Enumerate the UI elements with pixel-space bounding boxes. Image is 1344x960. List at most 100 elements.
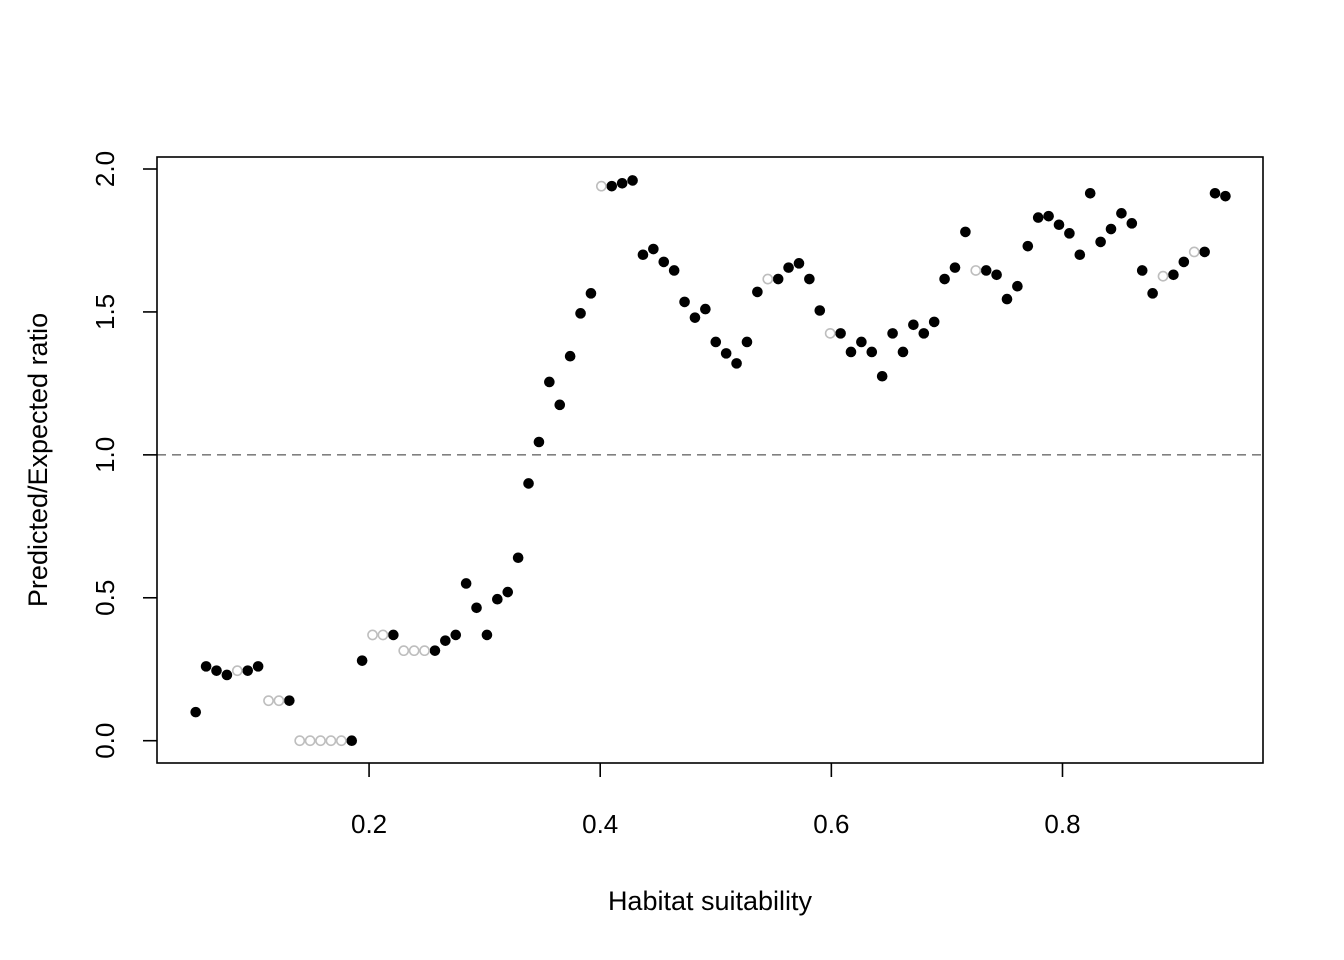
data-point-filled (429, 645, 441, 656)
data-point-open (1157, 270, 1169, 282)
data-point-filled (804, 273, 815, 285)
data-point-filled (700, 303, 711, 315)
data-point-open (419, 645, 430, 657)
data-point-filled (1199, 246, 1210, 258)
data-point-open (762, 273, 774, 285)
x-tick-label: 0.6 (813, 809, 849, 839)
plot-frame (156, 156, 1264, 764)
data-point-filled (190, 706, 202, 718)
data-point-filled (658, 256, 670, 268)
data-point-filled (897, 346, 909, 358)
data-point-filled (1136, 265, 1148, 276)
y-axis: 0.0 0.5 1.0 1.5 2.0 (90, 151, 157, 759)
data-point-filled (845, 346, 857, 358)
data-point-filled (346, 735, 358, 747)
data-point-filled (440, 635, 451, 646)
data-point-filled (1022, 240, 1034, 252)
data-point-filled (928, 316, 940, 328)
x-tick-label: 0.4 (582, 809, 618, 839)
data-point-filled (783, 262, 794, 273)
data-point-filled (731, 358, 742, 369)
y-tick-label: 2.0 (90, 151, 120, 187)
data-point-filled (637, 249, 649, 261)
data-point-filled (252, 661, 264, 672)
data-point-filled (908, 319, 919, 331)
data-point-filled (793, 258, 805, 269)
y-tick-label: 0.5 (90, 580, 120, 616)
data-point-filled (991, 269, 1002, 281)
data-point-filled (564, 350, 576, 362)
data-point-filled (1168, 269, 1179, 281)
data-point-filled (1126, 218, 1138, 229)
data-point-filled (856, 336, 867, 348)
data-point-open (408, 645, 420, 657)
data-point-filled (814, 305, 826, 316)
data-point-open (304, 735, 316, 747)
data-point-filled (668, 265, 680, 276)
data-point-filled (1032, 212, 1044, 223)
data-point-filled (523, 478, 534, 489)
y-tick-label: 1.5 (90, 294, 120, 330)
data-point-filled (575, 308, 586, 319)
data-point-filled (544, 376, 555, 388)
y-tick-label: 1.0 (90, 437, 120, 473)
data-point-filled (533, 436, 545, 448)
data-point-filled (679, 296, 690, 308)
data-point-filled (1095, 236, 1106, 248)
data-points-layer (190, 175, 1231, 747)
data-point-filled (356, 655, 368, 666)
data-point-filled (512, 552, 524, 564)
data-point-filled (242, 665, 254, 676)
data-point-filled (606, 180, 618, 192)
data-point-filled (211, 665, 222, 676)
data-point-filled (1147, 288, 1158, 299)
data-point-filled (866, 346, 878, 358)
data-point-filled (960, 226, 971, 238)
data-point-filled (616, 177, 628, 189)
data-point-filled (554, 399, 566, 411)
data-point-open (294, 735, 306, 747)
data-point-filled (1209, 188, 1221, 199)
data-point-open (398, 645, 410, 657)
x-axis: 0.2 0.4 0.6 0.8 (351, 763, 1081, 839)
data-point-filled (200, 661, 212, 672)
data-point-filled (876, 370, 888, 382)
y-axis-title: Predicted/Expected ratio (23, 313, 53, 607)
y-tick-label: 0.0 (90, 723, 120, 759)
data-point-filled (720, 348, 732, 359)
data-point-filled (710, 336, 722, 348)
data-point-filled (648, 243, 659, 255)
data-point-open (263, 695, 274, 707)
data-point-filled (1178, 256, 1190, 268)
data-point-open (824, 327, 836, 339)
x-tick-label: 0.2 (351, 809, 387, 839)
data-point-filled (835, 328, 846, 339)
data-point-filled (1053, 219, 1065, 231)
data-point-open (1188, 246, 1200, 258)
data-point-open (335, 735, 347, 747)
data-point-filled (1105, 223, 1117, 235)
data-point-filled (949, 262, 961, 273)
data-point-open (325, 735, 337, 747)
data-point-filled (1220, 190, 1231, 202)
data-point-filled (585, 288, 597, 299)
data-point-open (595, 180, 607, 192)
data-point-filled (980, 265, 992, 276)
x-tick-label: 0.8 (1044, 809, 1080, 839)
data-point-filled (627, 175, 638, 186)
data-point-filled (918, 328, 930, 339)
data-point-filled (689, 312, 701, 323)
data-point-filled (492, 593, 503, 605)
data-point-open (231, 665, 243, 677)
data-point-filled (221, 669, 233, 681)
data-point-filled (1074, 249, 1086, 261)
data-point-filled (1116, 208, 1127, 219)
data-point-filled (741, 336, 753, 348)
data-point-filled (460, 578, 472, 589)
data-point-filled (471, 602, 482, 614)
data-point-filled (1043, 210, 1054, 222)
data-point-open (315, 735, 326, 747)
x-axis-title: Habitat suitability (608, 886, 813, 916)
data-point-open (970, 265, 982, 276)
